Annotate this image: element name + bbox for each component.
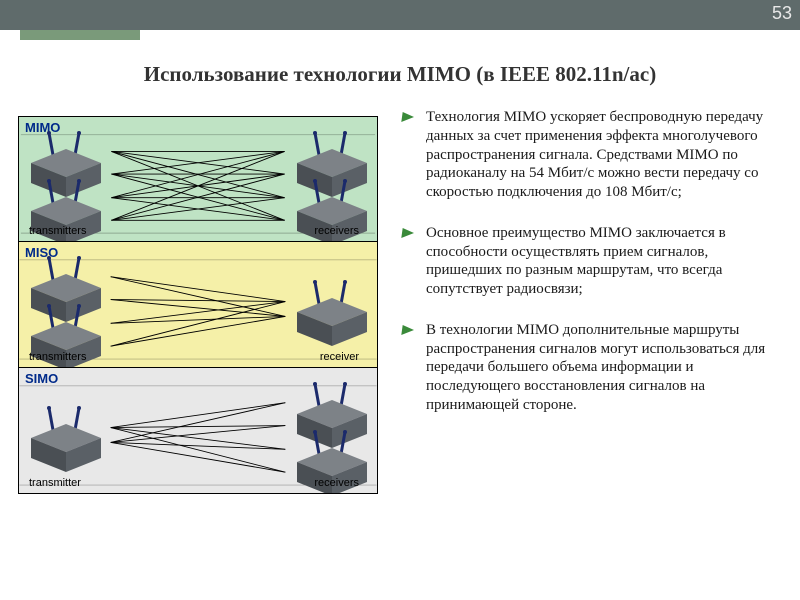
- slide-top-bar: 53: [0, 0, 800, 30]
- slide-title: Использование технологии MIMO (в IEEE 80…: [0, 62, 800, 87]
- tx-caption: transmitters: [29, 225, 86, 237]
- tx-caption: transmitter: [29, 477, 81, 489]
- wifi-device-tx: [21, 402, 111, 480]
- rx-caption: receiver: [320, 351, 359, 363]
- mimo-panel-miso: MISO transmittersreceiver: [18, 242, 378, 368]
- bullet-list: Технология MIMO ускоряет беспроводную пе…: [400, 108, 780, 415]
- accent-strip: [20, 30, 140, 40]
- diagram-column: MIMO transmittersreceiversMISO transmitt…: [18, 116, 380, 494]
- text-column: Технология MIMO ускоряет беспроводную пе…: [400, 108, 780, 437]
- mimo-panel-mimo: MIMO transmittersreceivers: [18, 116, 378, 242]
- bullet-item: В технологии MIMO дополнительные маршрут…: [400, 321, 780, 415]
- mimo-panel-simo: SIMO transmitterreceivers: [18, 368, 378, 494]
- bullet-item: Основное преимущество MIMO заключается в…: [400, 224, 780, 299]
- wifi-device-rx: [287, 276, 377, 354]
- rx-caption: receivers: [314, 225, 359, 237]
- bullet-item: Технология MIMO ускоряет беспроводную пе…: [400, 108, 780, 202]
- rx-caption: receivers: [314, 477, 359, 489]
- tx-caption: transmitters: [29, 351, 86, 363]
- page-number: 53: [772, 3, 792, 24]
